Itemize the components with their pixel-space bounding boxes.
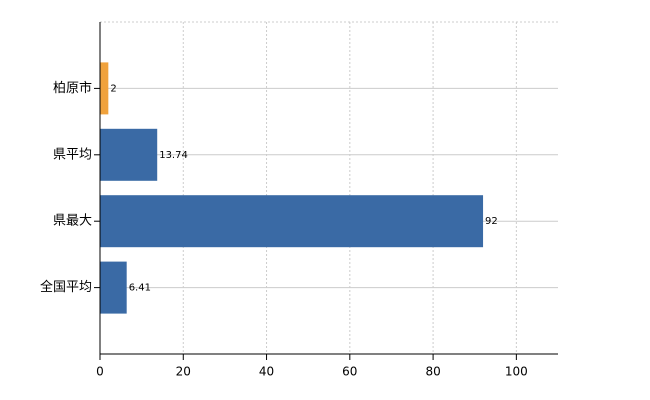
x-tick-label: 60: [342, 365, 357, 379]
value-label: 13.74: [159, 150, 188, 161]
bar: [100, 62, 109, 115]
bar: [100, 128, 158, 181]
y-tick-label: 県平均: [53, 147, 92, 162]
value-label: 92: [485, 216, 498, 227]
x-tick-label: 20: [176, 365, 191, 379]
y-tick-label: 県最大: [53, 214, 92, 229]
x-tick-label: 40: [259, 365, 274, 379]
y-tick-label: 柏原市: [53, 80, 92, 96]
x-tick-label: 100: [505, 365, 528, 379]
bar: [100, 195, 484, 248]
x-tick-label: 0: [96, 365, 104, 379]
value-label: 2: [110, 83, 116, 94]
value-label: 6.41: [129, 283, 151, 294]
x-tick-label: 80: [425, 365, 440, 379]
y-tick-label: 全国平均: [40, 279, 92, 295]
bar: [100, 261, 127, 314]
